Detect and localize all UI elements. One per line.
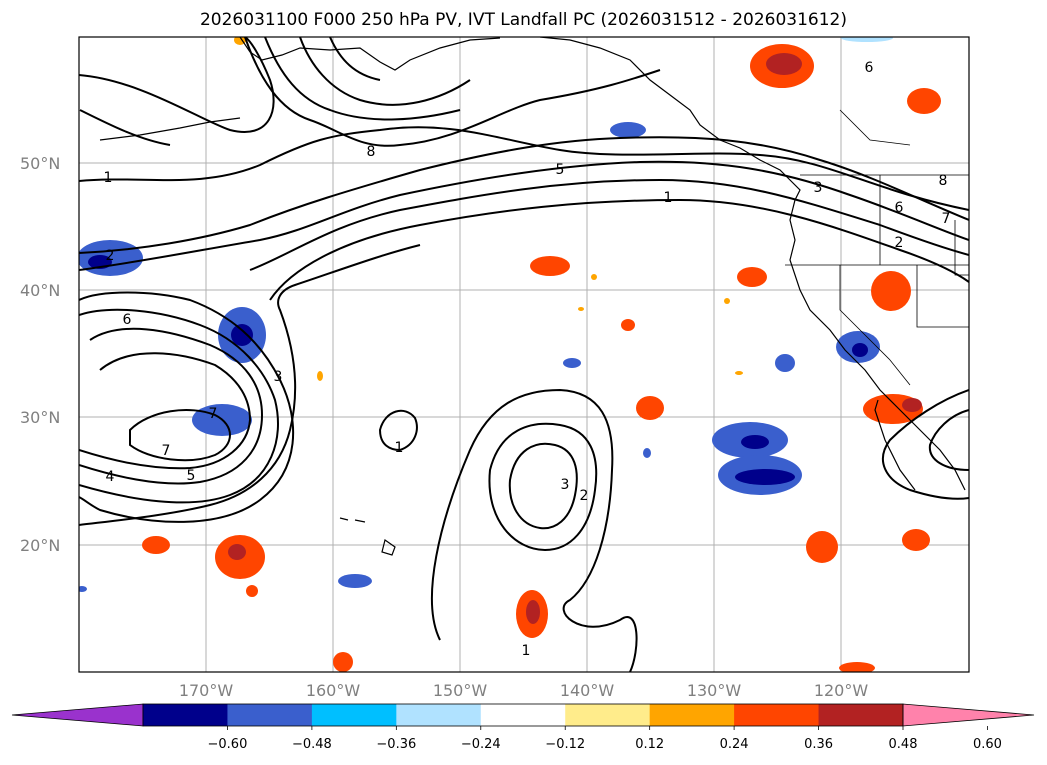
contour-labels: 1 2 6 3 7 4 5 7 8 5 1 3 6 7 8 2 1 3 2 1 … bbox=[104, 60, 951, 659]
lon-label: 140°W bbox=[560, 681, 615, 700]
lat-label: 40°N bbox=[20, 281, 60, 300]
colorbar-tick-label: 0.12 bbox=[635, 737, 664, 752]
contour-label: 3 bbox=[274, 369, 283, 385]
lon-label: 120°W bbox=[814, 681, 869, 700]
contour-label: 5 bbox=[187, 468, 196, 484]
colorbar-swatch bbox=[311, 704, 397, 726]
colorbar-swatch bbox=[143, 704, 228, 726]
colorbar-tick-label: −0.36 bbox=[376, 737, 416, 752]
colorbar-tick-label: 0.60 bbox=[973, 737, 1002, 752]
colorbar-swatch bbox=[396, 704, 482, 726]
colorbar-extend-low bbox=[11, 703, 144, 727]
contour-label: 8 bbox=[939, 173, 948, 189]
contour-label: 1 bbox=[522, 643, 531, 659]
contour-label: 8 bbox=[367, 144, 376, 160]
state-borders bbox=[785, 109, 969, 386]
latitude-labels: 50°N 40°N 30°N 20°N bbox=[20, 154, 60, 555]
lon-label: 130°W bbox=[687, 681, 742, 700]
contour-label: 3 bbox=[814, 180, 823, 196]
colorbar-tick-label: 0.24 bbox=[720, 737, 749, 752]
colorbar-tick-label: −0.60 bbox=[208, 737, 248, 752]
lon-label: 150°W bbox=[433, 681, 488, 700]
contour-label: 2 bbox=[106, 248, 115, 264]
colorbar-tick-label: −0.24 bbox=[461, 737, 501, 752]
colorbar-swatch bbox=[565, 704, 651, 726]
contour-label: 1 bbox=[664, 190, 673, 206]
ivt-positive-areas bbox=[142, 37, 941, 672]
contour-label: 3 bbox=[561, 477, 570, 493]
map-title: 2026031100 F000 250 hPa PV, IVT Landfall… bbox=[199, 10, 847, 30]
colorbar-tick-label: −0.48 bbox=[292, 737, 332, 752]
contour-label: 6 bbox=[865, 60, 874, 76]
lon-label: 160°W bbox=[306, 681, 361, 700]
colorbar: −0.60 −0.48 −0.36 −0.24 −0.12 0.12 0.24 0.36 0.4… bbox=[11, 703, 1035, 752]
colorbar-extend-high bbox=[902, 703, 1035, 727]
contour-label: 7 bbox=[209, 406, 218, 422]
contour-label: 1 bbox=[104, 170, 113, 186]
colorbar-swatch bbox=[649, 704, 735, 726]
lon-label: 170°W bbox=[179, 681, 234, 700]
lat-label: 30°N bbox=[20, 408, 60, 427]
colorbar-frame bbox=[142, 703, 904, 727]
contour-label: 2 bbox=[580, 488, 589, 504]
colorbar-swatch bbox=[734, 704, 820, 726]
longitude-labels: 170°W 160°W 150°W 140°W 130°W 120°W bbox=[179, 681, 869, 700]
colorbar-tick-label: 0.48 bbox=[889, 737, 918, 752]
lat-label: 20°N bbox=[20, 536, 60, 555]
colorbar-swatch bbox=[480, 704, 566, 726]
colorbar-swatch bbox=[227, 704, 313, 726]
contour-label: 7 bbox=[162, 443, 171, 459]
map-panel bbox=[79, 37, 969, 672]
contour-label: 4 bbox=[106, 469, 115, 485]
lat-label: 50°N bbox=[20, 154, 60, 173]
contour-label: 2 bbox=[895, 235, 904, 251]
colorbar-tick-label: −0.12 bbox=[545, 737, 585, 752]
contour-label: 6 bbox=[123, 312, 132, 328]
colorbar-swatch bbox=[818, 704, 904, 726]
contour-label: 6 bbox=[895, 200, 904, 216]
map-border bbox=[78, 36, 970, 673]
colorbar-tick-label: 0.36 bbox=[804, 737, 833, 752]
contour-label: 1 bbox=[395, 440, 404, 456]
contour-label: 7 bbox=[942, 211, 951, 227]
contour-label: 5 bbox=[556, 162, 565, 178]
pv-contours bbox=[79, 37, 969, 672]
